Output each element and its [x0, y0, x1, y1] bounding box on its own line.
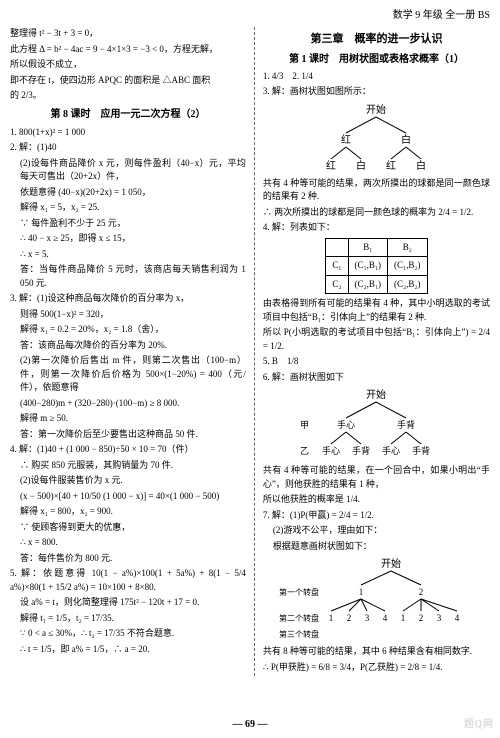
page-header: 数学 9 年级 全一册 BS — [10, 8, 490, 23]
svg-text:2: 2 — [419, 613, 424, 623]
svg-text:2: 2 — [347, 613, 352, 623]
q4c: (x − 500)×[40 + 10/50 (1 000 − x)] = 40×… — [10, 490, 246, 504]
svg-text:甲: 甲 — [300, 420, 309, 430]
svg-text:白: 白 — [416, 159, 426, 172]
q4: 4. 解：列表如下： — [263, 221, 490, 235]
q5: 5. 解：依题意得 10(1 − a%)×100(1 + 5a%) + 8(1 … — [10, 567, 246, 594]
q4e: ∵ 使顾客得到更大的优惠， — [10, 521, 246, 535]
q3d: (2)第一次降价后售出 m 件，则第二次售出（100−m）件，则第一次降价后价格… — [10, 354, 246, 395]
q4b: (2)设每件服装售价为 x 元. — [10, 474, 246, 488]
q5c: ∵ 0 < a ≤ 30%，∴ t₂ = 17/35 不符合题意. — [10, 627, 246, 641]
q4g: 答：每件售价为 800 元. — [10, 552, 246, 566]
q2f: ∴ x = 5. — [10, 248, 246, 262]
q2: 2. 解：(1)40 — [10, 141, 246, 155]
svg-text:1: 1 — [329, 613, 334, 623]
q1: 1. 800(1+x)² = 1 000 — [10, 126, 246, 140]
chapter-title: 第三章 概率的进一步认识 — [263, 31, 490, 48]
q2b: 依题意得 (40−x)(20+2x) = 1 050， — [10, 186, 246, 200]
svg-text:手心: 手心 — [382, 445, 400, 456]
tree-diagram-1: 开始 红 白 红 白 红 白 — [263, 103, 490, 173]
svg-text:4: 4 — [455, 613, 460, 623]
svg-text:手心: 手心 — [337, 419, 355, 430]
q3a: 则得 500(1−x)² = 320， — [10, 308, 246, 322]
q3: 3. 解：(1)设这种商品每次降价的百分率为 x， — [10, 292, 246, 306]
q7b: 根据题意画树状图如下： — [263, 540, 490, 554]
svg-text:手背: 手背 — [352, 445, 370, 456]
q3b: 解得 x₁ = 0.2 = 20%，x₂ = 1.8（舍）， — [10, 323, 246, 337]
svg-text:第二个转盘: 第二个转盘 — [279, 613, 319, 623]
q4: 4. 解：(1)40 + (1 000 − 850)÷50 × 10 = 70（… — [10, 443, 246, 457]
lesson-title: 第 1 课时 用树状图或表格求概率（1） — [263, 52, 490, 67]
svg-text:4: 4 — [383, 613, 388, 623]
svg-text:白: 白 — [401, 133, 411, 146]
probability-table: B₁ B₂ C₁ (C₁,B₁) (C₁,B₂) C₂ (C₂,B₁) (C₂,… — [325, 238, 427, 295]
q3g: 答：第一次降价后至少要售出这种商品 50 件. — [10, 428, 246, 442]
q6a: 共有 4 种等可能的结果，在一个回合中，如果小明出“手心”，则他获胜的结果有 1… — [263, 464, 490, 491]
q2c: 解得 x₁ = 5，x₂ = 25. — [10, 201, 246, 215]
tree-root: 开始 — [366, 103, 386, 116]
text-line: 即不存在 t，使四边形 APQC 的面积是 △ABC 面积 — [10, 74, 246, 88]
q3f: 解得 m ≥ 50. — [10, 412, 246, 426]
svg-text:红: 红 — [386, 159, 396, 172]
grade: 9 年级 — [415, 10, 443, 21]
watermark: 题Q网 — [464, 717, 494, 732]
svg-text:手心: 手心 — [322, 445, 340, 456]
q6b: 所以他获胜的概率是 1/4. — [263, 493, 490, 507]
right-column: 第三章 概率的进一步认识 第 1 课时 用树状图或表格求概率（1） 1. 4/3… — [254, 27, 490, 676]
q3a: 共有 4 种等可能的结果，两次所摸出的球都是同一颜色球的结果有 2 种. — [263, 177, 490, 204]
q2g: 答：当每件商品降价 5 元时，该商店每天销售利润为 1 050 元. — [10, 263, 246, 290]
q7d: ∴ P(甲获胜) = 6/8 = 3/4，P(乙获胜) = 2/8 = 1/4. — [263, 661, 490, 675]
svg-text:手背: 手背 — [412, 445, 430, 456]
text-line: 的 2/3。 — [10, 89, 246, 103]
q6: 6. 解：画树状图如下 — [263, 371, 490, 385]
tree-diagram-2: 开始 甲 手心 手背 乙 手心 手背 手心 手背 — [263, 388, 490, 460]
svg-text:开始: 开始 — [381, 557, 401, 570]
svg-text:1: 1 — [401, 613, 406, 623]
q4d: 解得 x₁ = 800，x₂ = 900. — [10, 505, 246, 519]
svg-text:乙: 乙 — [300, 446, 309, 456]
q7: 7. 解：(1)P(甲赢) = 2/4 = 1/2. — [263, 509, 490, 523]
q7c: 共有 8 种等可能的结果，其中 6 种结果含有相同数字. — [263, 645, 490, 659]
svg-text:手背: 手背 — [397, 419, 415, 430]
svg-text:红: 红 — [326, 159, 336, 172]
q7a: (2)游戏不公平，理由如下： — [263, 524, 490, 538]
svg-text:开始: 开始 — [366, 388, 386, 401]
text-line: 此方程 Δ = b² − 4ac = 9 − 4×1×3 = −3 < 0，方程… — [10, 43, 246, 57]
q4a: 由表格得到所有可能的结果有 4 种，其中小明选取的考试项目中包括“B₁：引体向上… — [263, 297, 490, 324]
svg-text:红: 红 — [341, 133, 351, 146]
svg-text:第一个转盘: 第一个转盘 — [279, 587, 319, 597]
q1: 1. 4/3 2. 1/4 — [263, 70, 490, 84]
q3c: 答：该商品每次降价的百分率为 20%. — [10, 339, 246, 353]
svg-text:2: 2 — [419, 587, 424, 597]
lesson-title: 第 8 课时 应用一元二次方程（2） — [10, 107, 246, 122]
svg-text:1: 1 — [359, 587, 364, 597]
q3b: ∴ 两次所摸出的球都是同一颜色球的概率为 2/4 = 1/2. — [263, 206, 490, 220]
svg-text:3: 3 — [365, 613, 370, 623]
q3: 3. 解：画树状图如图所示： — [263, 85, 490, 99]
q5a: 设 a% = t，则化简整理得 175t² − 120t + 17 = 0. — [10, 596, 246, 610]
left-column: 整理得 t² − 3t + 3 = 0， 此方程 Δ = b² − 4ac = … — [10, 27, 246, 676]
q5b: 解得 t₁ = 1/5，t₂ = 17/35. — [10, 612, 246, 626]
tree-diagram-3: 开始 第一个转盘 1 2 第二个转盘 1 2 3 4 1 2 3 4 第三个转盘 — [263, 557, 490, 641]
text-line: 所以假设不成立， — [10, 58, 246, 72]
page-number: — 69 — — [233, 717, 268, 732]
q2e: ∴ 40 − x ≥ 25，即得 x ≤ 15， — [10, 232, 246, 246]
q5: 5. B 1/8 — [263, 355, 490, 369]
svg-text:第三个转盘: 第三个转盘 — [279, 629, 319, 639]
q4a: ∴ 购买 850 元服装，其购销量为 70 件. — [10, 459, 246, 473]
edition: BS — [478, 10, 490, 21]
q3e: (400−280)m + (320−280)·(100−m) ≥ 8 000. — [10, 397, 246, 411]
svg-text:白: 白 — [356, 159, 366, 172]
q4b: 所以 P(小明选取的考试项目中包括“B₁：引体向上”) = 2/4 = 1/2. — [263, 326, 490, 353]
subject: 数学 — [393, 10, 413, 21]
text-line: 整理得 t² − 3t + 3 = 0， — [10, 27, 246, 41]
svg-text:3: 3 — [437, 613, 442, 623]
q2d: ∵ 每件盈利不少于 25 元， — [10, 217, 246, 231]
content-columns: 整理得 t² − 3t + 3 = 0， 此方程 Δ = b² − 4ac = … — [10, 27, 490, 676]
q5d: ∴ t = 1/5，即 a% = 1/5，∴ a = 20. — [10, 643, 246, 657]
volume: 全一册 — [445, 10, 475, 21]
q2a: (2)设每件商品降价 x 元，则每件盈利（40−x）元，平均每天可售出（20+2… — [10, 157, 246, 184]
q4f: ∴ x = 800. — [10, 536, 246, 550]
